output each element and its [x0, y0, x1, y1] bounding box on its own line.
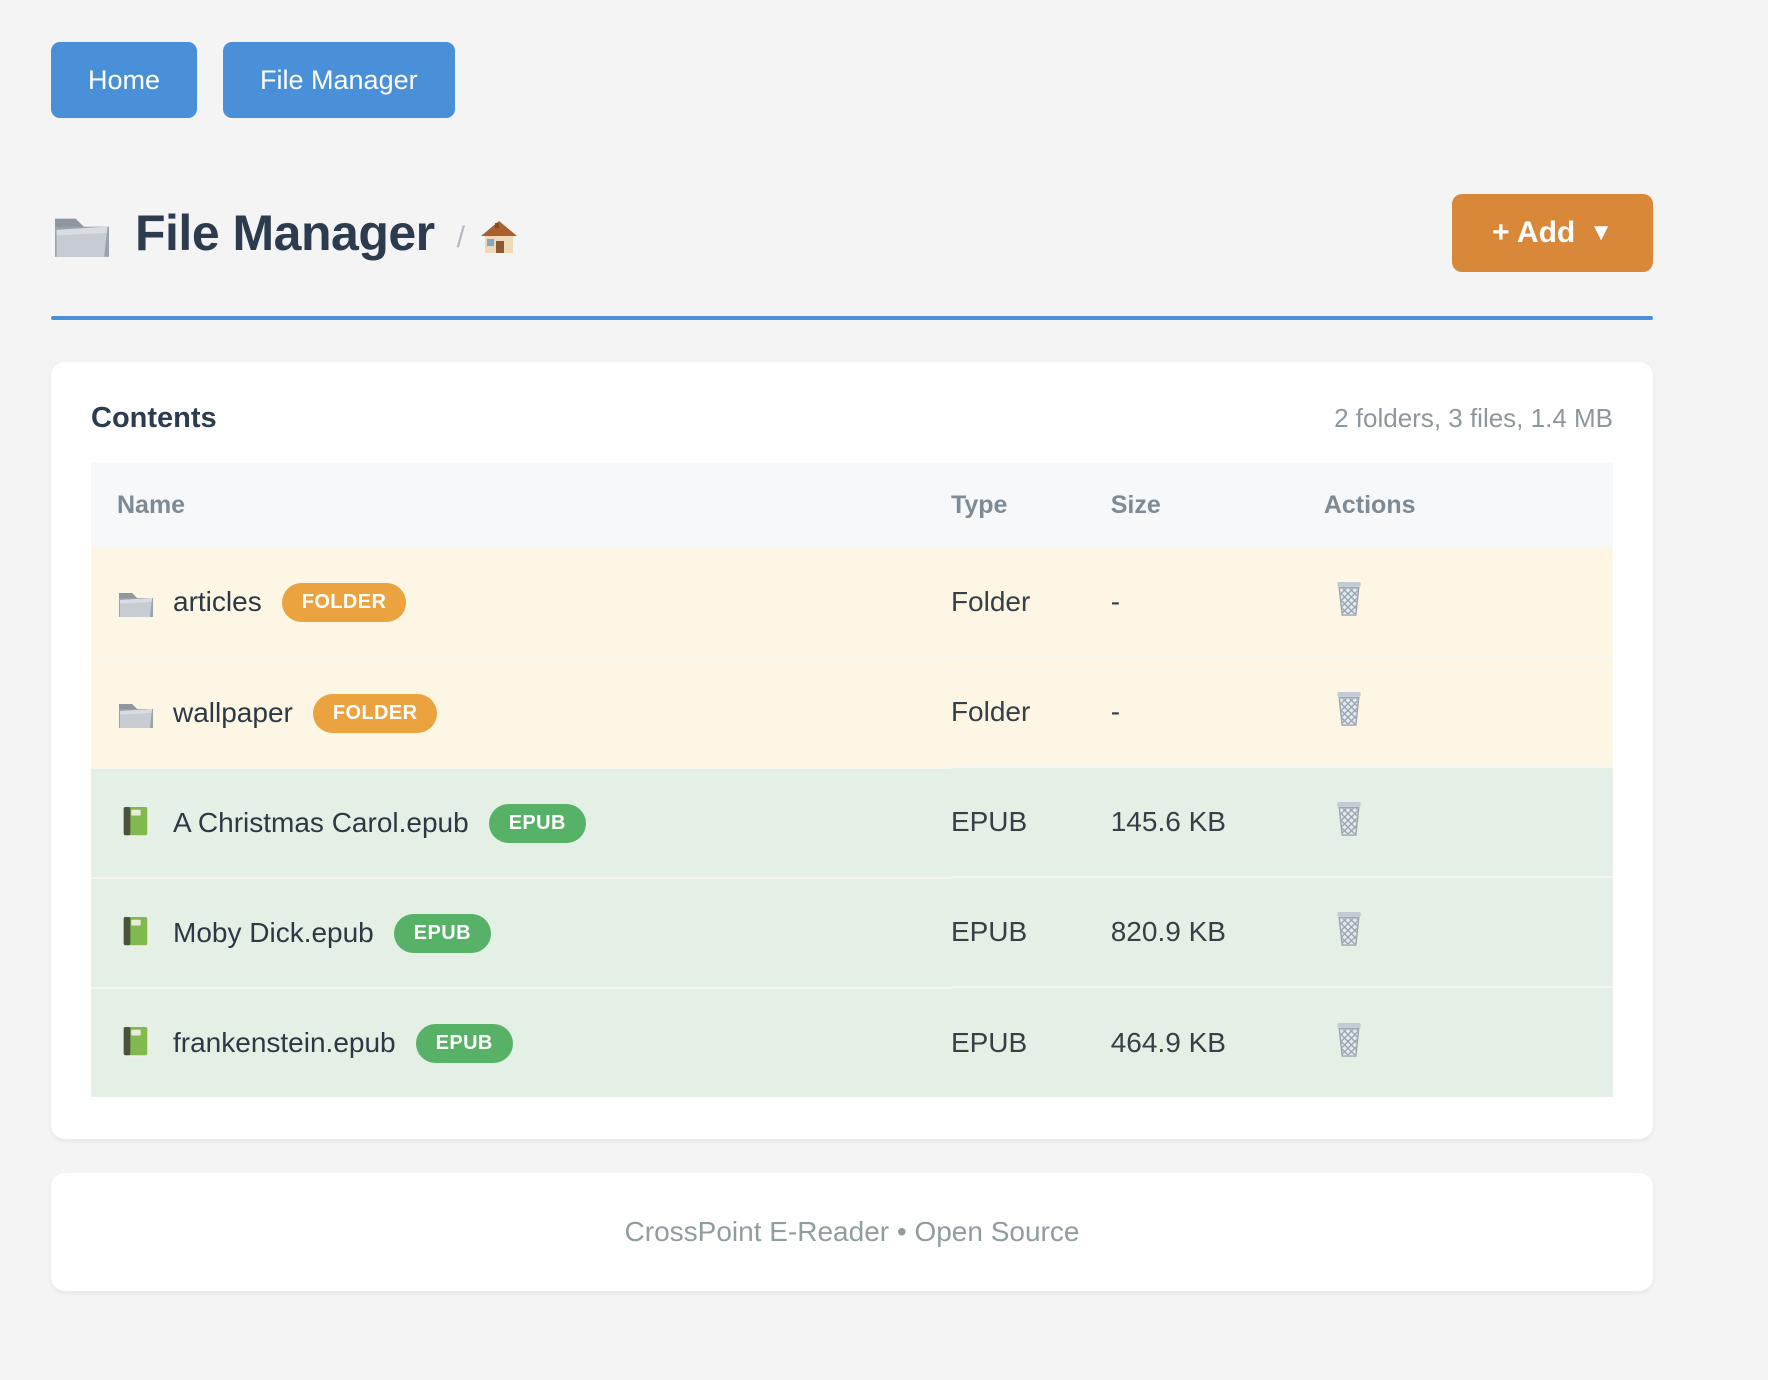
item-type: EPUB — [950, 986, 1111, 1097]
page-container: Home File Manager File Manager / + Add ▼… — [51, 0, 1653, 1291]
contents-heading: Contents — [91, 402, 217, 434]
delete-button[interactable] — [1324, 1021, 1364, 1058]
table-row: A Christmas Carol.epub EPUB EPUB 145.6 K… — [91, 766, 1613, 877]
folder-icon — [119, 593, 153, 617]
file-table: Name Type Size Actions articles FOLDER F… — [91, 463, 1613, 1097]
item-type: Folder — [950, 656, 1111, 767]
item-size: 464.9 KB — [1110, 986, 1324, 1097]
footer-card: CrossPoint E-Reader • Open Source — [51, 1173, 1653, 1291]
table-row: Moby Dick.epub EPUB EPUB 820.9 KB — [91, 876, 1613, 987]
item-type: EPUB — [950, 766, 1111, 877]
item-name[interactable]: A Christmas Carol.epub — [173, 807, 469, 838]
contents-card: Contents 2 folders, 3 files, 1.4 MB Name… — [51, 362, 1653, 1139]
table-row: wallpaper FOLDER Folder - — [91, 656, 1613, 767]
folder-badge: FOLDER — [312, 693, 438, 733]
trash-icon — [1336, 580, 1362, 616]
item-type: EPUB — [950, 876, 1111, 987]
item-name[interactable]: Moby Dick.epub — [173, 917, 374, 948]
chevron-down-icon: ▼ — [1589, 219, 1613, 246]
file-manager-button[interactable]: File Manager — [223, 42, 455, 118]
top-nav: Home File Manager — [51, 0, 1653, 118]
add-button-label: + Add — [1492, 216, 1576, 249]
item-size: - — [1110, 656, 1324, 767]
book-icon — [123, 1026, 150, 1058]
contents-card-header: Contents 2 folders, 3 files, 1.4 MB — [91, 402, 1613, 435]
home-icon[interactable] — [479, 218, 519, 256]
delete-button[interactable] — [1324, 910, 1364, 947]
book-icon — [123, 916, 150, 948]
delete-button[interactable] — [1324, 690, 1364, 727]
item-name[interactable]: frankenstein.epub — [173, 1027, 396, 1058]
folder-badge: FOLDER — [281, 582, 407, 622]
trash-icon — [1336, 911, 1362, 946]
contents-summary: 2 folders, 3 files, 1.4 MB — [1334, 403, 1613, 433]
footer-text: CrossPoint E-Reader • Open Source — [624, 1216, 1080, 1247]
page-title: File Manager — [135, 205, 435, 261]
table-row: frankenstein.epub EPUB EPUB 464.9 KB — [91, 986, 1613, 1097]
column-header-actions: Actions — [1323, 463, 1613, 547]
epub-badge: EPUB — [393, 913, 491, 953]
home-button[interactable]: Home — [51, 42, 198, 118]
header-divider — [51, 316, 1653, 320]
epub-badge: EPUB — [415, 1023, 513, 1063]
item-name[interactable]: wallpaper — [173, 697, 293, 728]
folder-icon — [55, 218, 109, 257]
column-header-type: Type — [950, 463, 1111, 547]
trash-icon — [1336, 1021, 1362, 1057]
folder-icon — [119, 704, 153, 728]
page-header: File Manager / + Add ▼ — [51, 194, 1653, 272]
item-size: 820.9 KB — [1110, 876, 1324, 987]
item-size: - — [1110, 547, 1324, 657]
column-header-size: Size — [1110, 463, 1324, 547]
item-size: 145.6 KB — [1110, 766, 1324, 877]
add-button[interactable]: + Add ▼ — [1452, 194, 1653, 272]
epub-badge: EPUB — [488, 803, 586, 843]
table-row: articles FOLDER Folder - — [91, 547, 1613, 657]
table-header-row: Name Type Size Actions — [91, 463, 1613, 547]
delete-button[interactable] — [1324, 800, 1364, 837]
delete-button[interactable] — [1324, 580, 1364, 617]
column-header-name: Name — [91, 463, 951, 547]
item-name[interactable]: articles — [173, 586, 262, 617]
trash-icon — [1336, 691, 1362, 726]
breadcrumb: / — [456, 221, 465, 254]
trash-icon — [1336, 801, 1362, 836]
book-icon — [123, 806, 150, 838]
item-type: Folder — [950, 547, 1111, 657]
